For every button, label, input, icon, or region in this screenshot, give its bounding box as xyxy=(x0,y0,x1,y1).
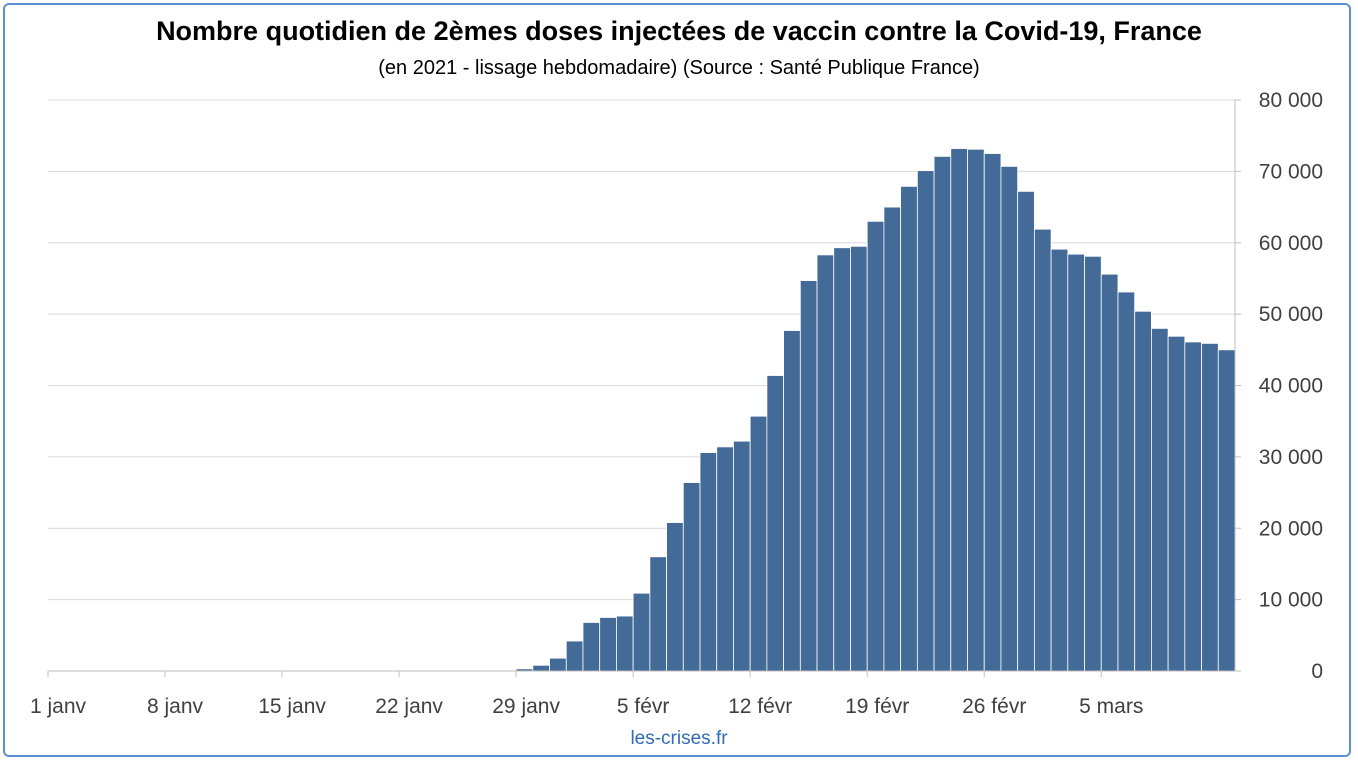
bar xyxy=(783,330,801,672)
bar xyxy=(1000,165,1019,672)
bar-series xyxy=(515,148,1236,672)
bar xyxy=(1151,327,1169,672)
bar xyxy=(833,247,851,672)
bar xyxy=(1167,335,1186,672)
x-tick-label: 26 févr xyxy=(962,695,1026,718)
bar xyxy=(983,153,1002,672)
source-label: les-crises.fr xyxy=(630,728,728,749)
x-tick-label: 5 mars xyxy=(1079,695,1143,718)
bar xyxy=(1050,248,1069,672)
bar xyxy=(950,148,968,672)
bar xyxy=(716,446,734,672)
y-tick-label: 30 000 xyxy=(1259,446,1323,469)
x-tick-label: 5 févr xyxy=(617,695,670,718)
bar xyxy=(1100,273,1119,672)
chart-title: Nombre quotidien de 2èmes doses injectée… xyxy=(156,16,1202,46)
bar xyxy=(1033,228,1052,672)
bar xyxy=(666,522,684,672)
y-tick-label: 0 xyxy=(1311,660,1323,683)
x-tick-label: 19 févr xyxy=(845,695,909,718)
y-tick-label: 70 000 xyxy=(1259,160,1323,183)
x-tick-label: 1 janv xyxy=(30,695,87,718)
bar xyxy=(1017,190,1035,672)
bar xyxy=(1184,341,1202,672)
bar xyxy=(1084,255,1102,672)
bar xyxy=(799,280,818,672)
bar xyxy=(649,556,667,672)
x-tick-label: 8 janv xyxy=(147,695,204,718)
x-axis-tick-labels: 1 janv 8 janv 15 janv 22 janv 29 janv 5 févr 1… xyxy=(30,695,1143,718)
y-tick-label: 60 000 xyxy=(1259,232,1323,255)
bar xyxy=(733,440,751,672)
bar xyxy=(883,206,902,672)
y-tick-label: 50 000 xyxy=(1259,303,1323,326)
bar xyxy=(1201,342,1219,672)
axes xyxy=(47,99,1241,677)
y-axis-tick-labels: 0 10 000 20 000 30 000 40 000 50 000 60 000 70 … xyxy=(1259,89,1323,683)
bar xyxy=(967,148,985,672)
bar xyxy=(699,452,718,672)
bar xyxy=(1117,291,1136,672)
bar xyxy=(816,254,835,672)
bar xyxy=(933,155,952,672)
bar xyxy=(565,640,584,672)
y-tick-label: 10 000 xyxy=(1259,589,1323,612)
x-tick-label: 15 janv xyxy=(258,695,326,718)
bar xyxy=(549,657,567,672)
bar xyxy=(682,482,701,672)
bar xyxy=(532,664,550,672)
bar xyxy=(1217,349,1236,672)
bar xyxy=(582,622,601,672)
bar xyxy=(766,375,785,672)
y-tick-label: 20 000 xyxy=(1259,517,1323,540)
bar xyxy=(850,245,868,672)
bar xyxy=(632,592,651,672)
bar xyxy=(900,185,918,672)
x-tick-label: 12 févr xyxy=(728,695,792,718)
bar xyxy=(749,415,768,672)
y-tick-label: 40 000 xyxy=(1259,375,1323,398)
bar xyxy=(916,170,935,672)
bar xyxy=(1134,310,1152,672)
bar xyxy=(616,615,634,672)
chart-subtitle: (en 2021 - lissage hebdomadaire) (Source… xyxy=(378,57,980,79)
y-tick-label: 80 000 xyxy=(1259,89,1323,112)
x-tick-label: 29 janv xyxy=(492,695,560,718)
x-tick-label: 22 janv xyxy=(375,695,443,718)
bar xyxy=(1067,253,1085,672)
bar xyxy=(599,617,617,672)
bar xyxy=(866,220,885,672)
